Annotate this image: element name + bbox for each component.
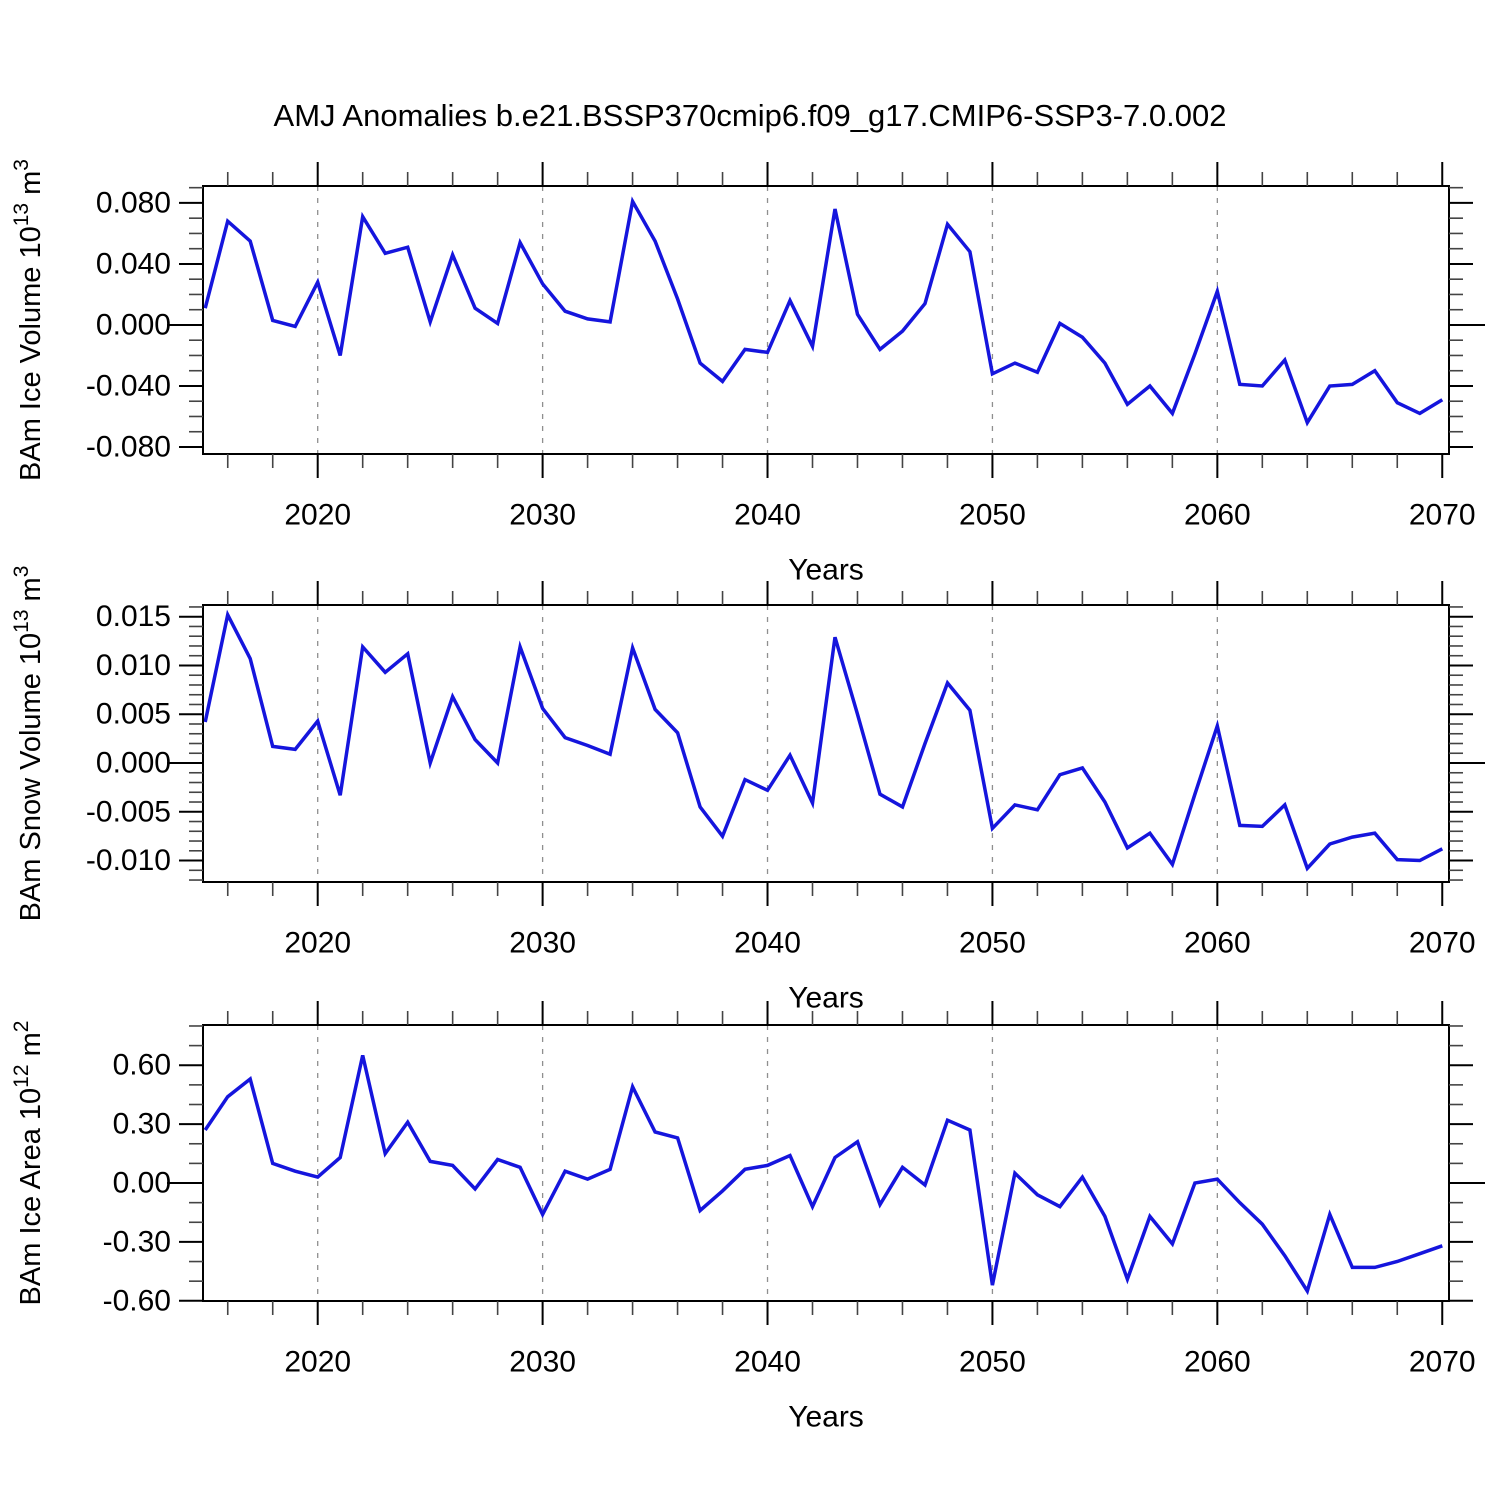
data-line bbox=[203, 1055, 1443, 1296]
y-tick-label: 0.60 bbox=[113, 1049, 171, 1082]
y-tick-label: 0.010 bbox=[96, 649, 171, 682]
x-tick-label: 2060 bbox=[1184, 1346, 1251, 1379]
y-tick-label: -0.005 bbox=[86, 795, 171, 828]
snow-volume-panel: 2020 2030 2040 2050 2060 2070 0.015 0.010 0.005 0… bbox=[10, 566, 1485, 1015]
y-tick-label: 0.000 bbox=[96, 308, 171, 341]
x-tick-label: 2050 bbox=[959, 1346, 1026, 1379]
ice-volume-panel: 2020 2030 2040 2050 2060 2070 0.080 0.040 0.000 -… bbox=[10, 159, 1485, 587]
y-tick-label: -0.60 bbox=[103, 1284, 171, 1317]
y-tick-label: -0.30 bbox=[103, 1225, 171, 1258]
x-axis-label: Years bbox=[788, 982, 864, 1015]
y-tick-label: 0.30 bbox=[113, 1108, 171, 1141]
x-tick-label: 2030 bbox=[509, 1346, 576, 1379]
x-tick-label: 2030 bbox=[509, 927, 576, 960]
x-tick-label: 2040 bbox=[734, 499, 801, 532]
data-line bbox=[203, 196, 1444, 427]
plot-box bbox=[202, 185, 1450, 455]
y-axis-label: BAm Snow Volume 1013 m3 bbox=[10, 566, 47, 922]
y-tick-label: -0.040 bbox=[86, 369, 171, 402]
y-tick-label: 0.005 bbox=[96, 698, 171, 731]
plot-box bbox=[202, 1024, 1450, 1302]
y-tick-label: 0.00 bbox=[113, 1167, 171, 1200]
y-tick-label: -0.010 bbox=[86, 844, 171, 877]
x-tick-label: 2040 bbox=[734, 1346, 801, 1379]
x-tick-label: 2030 bbox=[509, 499, 576, 532]
x-tick-label: 2070 bbox=[1409, 1346, 1476, 1379]
x-tick-label: 2050 bbox=[959, 927, 1026, 960]
chart-title: AMJ Anomalies b.e21.BSSP370cmip6.f09_g17… bbox=[273, 98, 1227, 133]
x-axis-label: Years bbox=[788, 554, 864, 587]
y-axis-label: BAm Ice Volume 1013 m3 bbox=[10, 159, 47, 481]
y-tick-label: 0.015 bbox=[96, 600, 171, 633]
ice-area-panel: 2020 2030 2040 2050 2060 2070 0.60 0.30 0.00 -0.3… bbox=[10, 1001, 1485, 1434]
y-tick-label: 0.080 bbox=[96, 186, 171, 219]
y-axis-label: BAm Ice Area 1012 m2 bbox=[10, 1021, 47, 1306]
x-tick-label: 2050 bbox=[959, 499, 1026, 532]
x-tick-label: 2040 bbox=[734, 927, 801, 960]
data-line bbox=[203, 609, 1444, 872]
plot-box bbox=[202, 604, 1450, 883]
x-tick-label: 2060 bbox=[1184, 927, 1251, 960]
x-tick-label: 2060 bbox=[1184, 499, 1251, 532]
x-axis-label: Years bbox=[788, 1401, 864, 1434]
y-tick-label: 0.000 bbox=[96, 747, 171, 780]
x-tick-label: 2020 bbox=[284, 499, 351, 532]
x-tick-label: 2020 bbox=[284, 1346, 351, 1379]
x-tick-label: 2070 bbox=[1409, 499, 1476, 532]
x-tick-label: 2020 bbox=[284, 927, 351, 960]
y-tick-label: -0.080 bbox=[86, 430, 171, 463]
x-tick-label: 2070 bbox=[1409, 927, 1476, 960]
y-tick-label: 0.040 bbox=[96, 247, 171, 280]
